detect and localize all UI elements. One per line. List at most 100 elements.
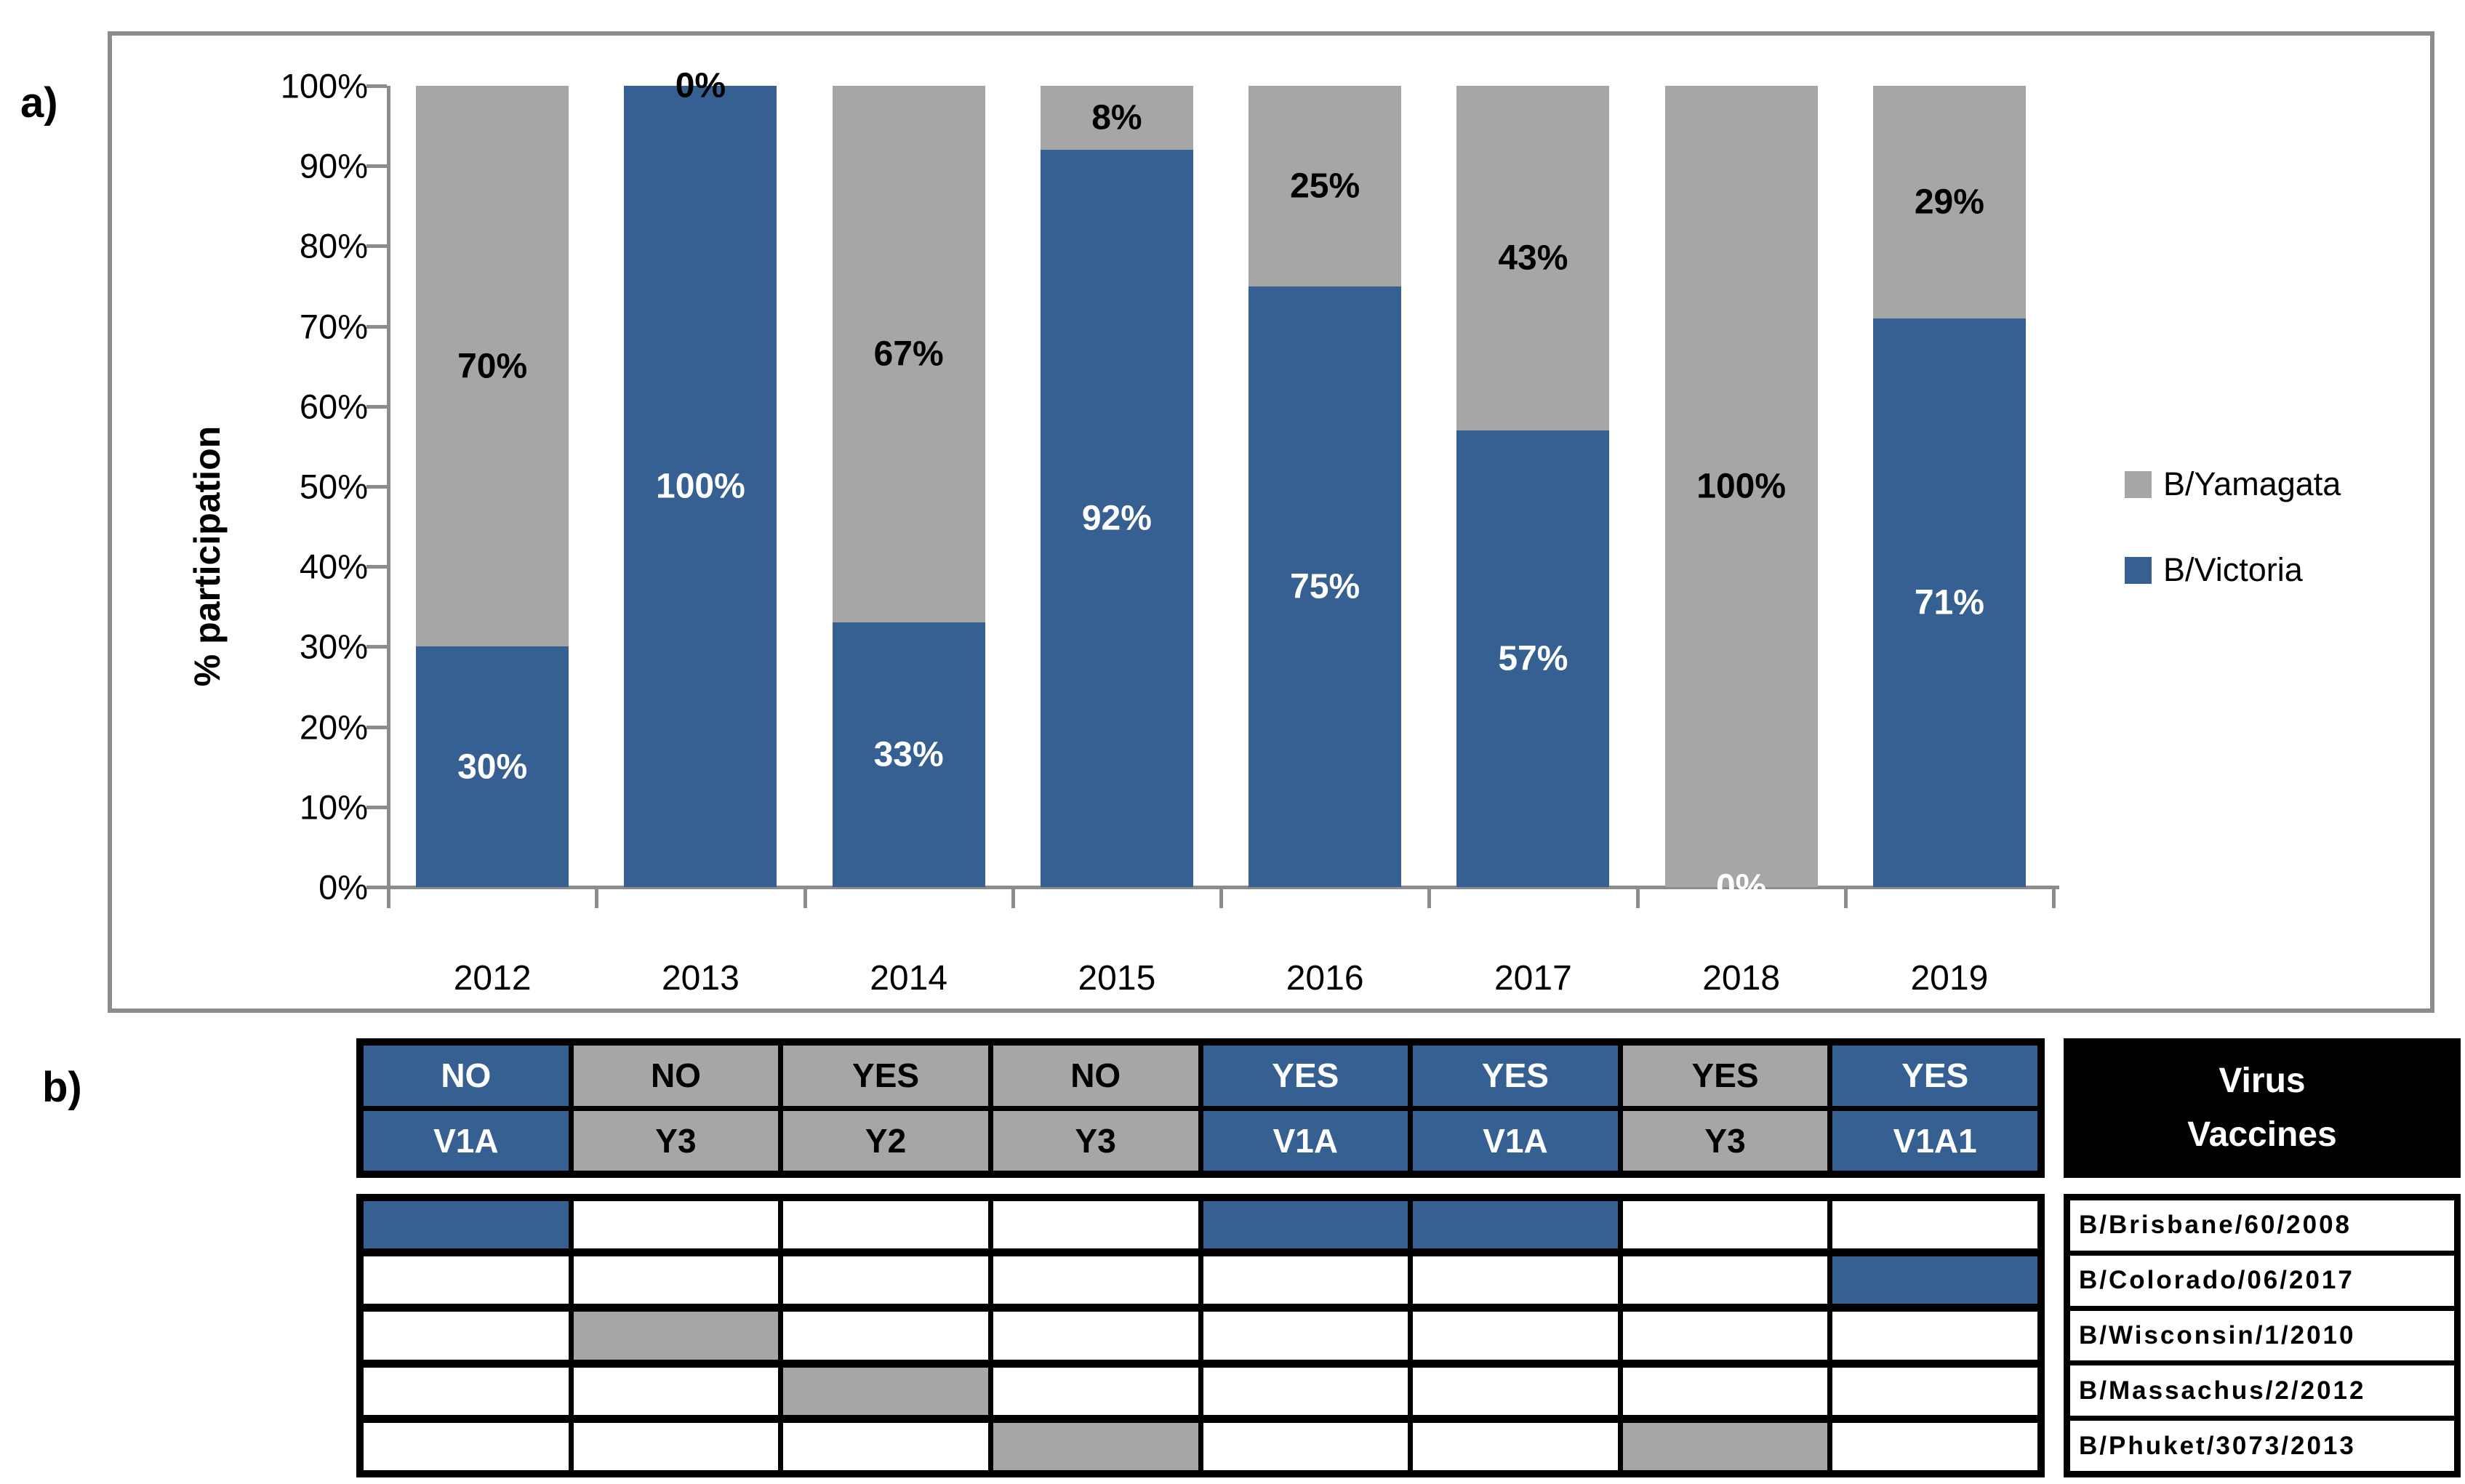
y-tick-mark xyxy=(366,485,387,489)
x-tick-mark xyxy=(1219,888,1223,908)
yamagata-value-label: 8% xyxy=(1091,98,1142,137)
yamagata-value-label: 100% xyxy=(1696,467,1787,506)
legend-label-yamagata: B/Yamagata xyxy=(2163,465,2341,502)
vaccine-table-title: Virus Vaccines xyxy=(2064,1038,2461,1178)
victoria-segment xyxy=(1040,150,1193,887)
season-clade-cell-2014: Y2 xyxy=(783,1110,988,1171)
match-cell-2018-yamagata xyxy=(1622,1422,1828,1470)
y-tick-mark xyxy=(366,244,387,249)
x-tick-mark xyxy=(1427,888,1431,908)
vaccine-name-label: B/Massachus/2/2012 xyxy=(2070,1365,2454,1416)
match-cell-2018-empty xyxy=(1622,1312,1828,1360)
bar-cell-2016: 25% 75% 2016 xyxy=(1221,86,1429,998)
match-cell-2012-empty xyxy=(364,1312,569,1360)
x-category-label: 2015 xyxy=(1078,959,1156,998)
season-clade-cell-2015: Y3 xyxy=(993,1110,1198,1171)
vaccine-name-label: B/Brisbane/60/2008 xyxy=(2070,1200,2454,1251)
y-tick-mark xyxy=(366,404,387,409)
legend-entry-yamagata: B/Yamagata xyxy=(2125,465,2341,503)
match-cell-2017-empty xyxy=(1413,1422,1618,1470)
chart-legend: B/Yamagata B/Victoria xyxy=(2125,465,2341,637)
match-cell-2018-empty xyxy=(1622,1256,1828,1304)
match-cell-2017-empty xyxy=(1413,1312,1618,1360)
yamagata-value-label: 25% xyxy=(1290,167,1360,206)
y-tick-label: 10% xyxy=(299,787,368,827)
match-cell-2012-empty xyxy=(364,1256,569,1304)
yamagata-value-label: 70% xyxy=(457,347,528,386)
match-cell-2018-empty xyxy=(1622,1367,1828,1415)
match-cell-2019-empty xyxy=(1832,1201,2037,1249)
victoria-segment xyxy=(1872,318,2026,887)
victoria-segment xyxy=(832,622,985,887)
y-tick-mark xyxy=(366,645,387,649)
victoria-value-label: 75% xyxy=(1290,567,1360,606)
match-cell-2019-empty xyxy=(1832,1312,2037,1360)
match-cell-2019-victoria xyxy=(1832,1256,2037,1304)
y-tick-mark xyxy=(366,725,387,729)
y-tick-mark xyxy=(366,84,387,88)
victoria-value-label: 92% xyxy=(1081,499,1152,538)
match-cell-2014-empty xyxy=(783,1422,988,1470)
stacked-bar-2017: 43% 57% xyxy=(1456,86,1610,887)
match-cell-2018-empty xyxy=(1622,1201,1828,1249)
stacked-bar-2014: 67% 33% xyxy=(832,86,985,887)
season-clade-cell-2013: Y3 xyxy=(573,1110,779,1171)
victoria-swatch-icon xyxy=(2125,556,2152,584)
stacked-bar-2016: 25% 75% xyxy=(1248,86,1402,887)
victoria-value-label: 71% xyxy=(1914,583,1984,622)
season-clade-cell-2018: Y3 xyxy=(1622,1110,1828,1171)
yamagata-segment xyxy=(1040,86,1193,151)
stacked-bar-2019: 29% 71% xyxy=(1872,86,2026,887)
match-cell-2016-empty xyxy=(1203,1367,1408,1415)
x-tick-mark xyxy=(803,888,807,908)
match-cell-2015-yamagata xyxy=(993,1422,1198,1470)
x-category-label: 2014 xyxy=(870,959,948,998)
season-match-cell-2012: NO xyxy=(364,1046,569,1106)
match-cell-2014-empty xyxy=(783,1312,988,1360)
y-tick-label: 0% xyxy=(318,867,368,907)
victoria-value-label: 30% xyxy=(457,747,528,787)
y-tick-label: 90% xyxy=(299,146,368,185)
legend-entry-victoria: B/Victoria xyxy=(2125,551,2341,589)
stacked-bar-2013: 0% 100% xyxy=(624,67,777,887)
match-cell-2019-empty xyxy=(1832,1422,2037,1470)
victoria-segment xyxy=(624,86,777,887)
yamagata-segment xyxy=(1872,86,2026,318)
match-cell-2016-victoria xyxy=(1203,1201,1408,1249)
season-clade-cell-2016: V1A xyxy=(1203,1110,1408,1171)
yamagata-segment xyxy=(416,86,569,647)
x-tick-mark xyxy=(2052,888,2056,908)
season-match-cell-2016: YES xyxy=(1203,1046,1408,1106)
y-tick-mark xyxy=(366,164,387,169)
match-cell-2012-empty xyxy=(364,1422,569,1470)
victoria-segment xyxy=(416,646,569,887)
x-tick-mark xyxy=(1636,888,1640,908)
x-category-label: 2017 xyxy=(1494,959,1572,998)
season-clade-cell-2012: V1A xyxy=(364,1110,569,1171)
x-tick-mark xyxy=(595,888,598,908)
victoria-value-label: 0% xyxy=(1715,867,1767,907)
season-match-cell-2014: YES xyxy=(783,1046,988,1106)
x-tick-mark xyxy=(1844,888,1848,908)
y-tick-label: 20% xyxy=(299,707,368,747)
y-tick-label: 70% xyxy=(299,307,368,346)
yamagata-value-label: 67% xyxy=(873,334,944,374)
match-cell-2013-yamagata xyxy=(573,1312,779,1360)
y-tick-label: 60% xyxy=(299,387,368,426)
vaccine-name-label: B/Phuket/3073/2013 xyxy=(2070,1421,2454,1471)
season-match-cell-2017: YES xyxy=(1413,1046,1618,1106)
season-match-cell-2015: NO xyxy=(993,1046,1198,1106)
y-axis-line xyxy=(387,86,390,889)
yamagata-segment xyxy=(1456,86,1610,430)
match-cell-2015-empty xyxy=(993,1256,1198,1304)
y-tick-label: 80% xyxy=(299,226,368,265)
match-cell-2015-empty xyxy=(993,1312,1198,1360)
match-cell-2015-empty xyxy=(993,1201,1198,1249)
yamagata-value-label: 0% xyxy=(675,66,726,105)
y-tick-label: 100% xyxy=(280,66,368,105)
panel-a-label: a) xyxy=(20,79,58,127)
y-tick-mark xyxy=(366,805,387,809)
stacked-bar-plot: 70% 30% 2012 0% 100% 2013 67% 33% 2014 8% 92% 2015 2… xyxy=(388,67,2053,998)
match-cell-2013-empty xyxy=(573,1367,779,1415)
match-cell-2017-empty xyxy=(1413,1256,1618,1304)
